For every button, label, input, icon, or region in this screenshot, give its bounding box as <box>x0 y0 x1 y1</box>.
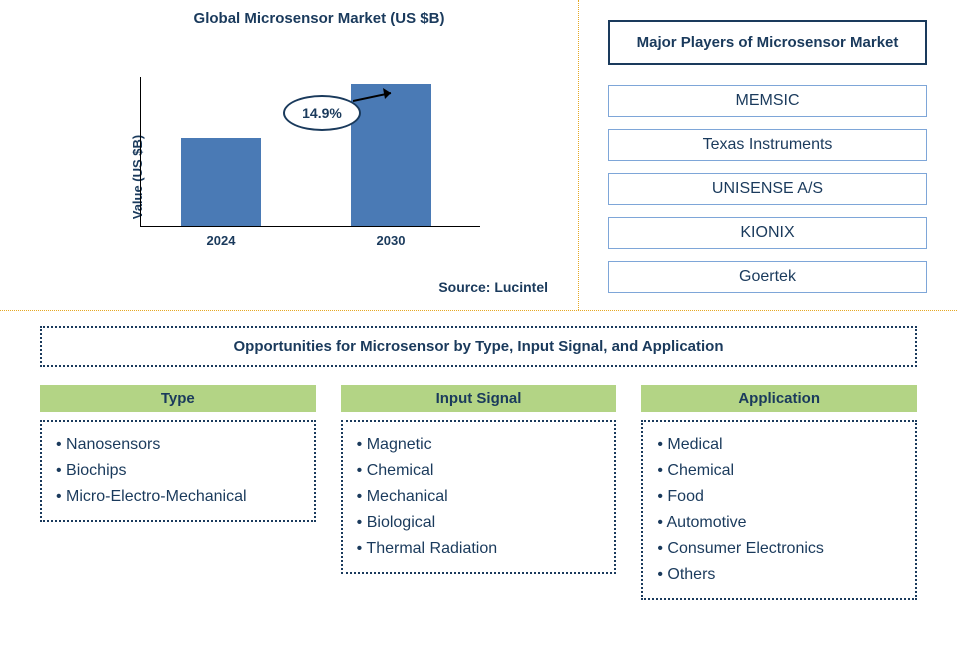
chart-area: Value (US $B) 2024 2030 14.9% <box>140 77 480 277</box>
col-type: Type • Nanosensors• Biochips• Micro-Elec… <box>40 385 316 600</box>
growth-annotation: 14.9% <box>283 95 361 131</box>
player-ti: Texas Instruments <box>608 129 927 161</box>
col-body-type: • Nanosensors• Biochips• Micro-Electro-M… <box>40 420 316 522</box>
players-panel: Major Players of Microsensor Market MEMS… <box>578 0 957 310</box>
col-header-application: Application <box>641 385 917 412</box>
players-title: Major Players of Microsensor Market <box>608 20 927 65</box>
opportunities-columns: Type • Nanosensors• Biochips• Micro-Elec… <box>40 385 917 600</box>
growth-arrow-icon <box>353 87 403 107</box>
x-tick-2024: 2024 <box>181 233 261 248</box>
bar-plot: 2024 2030 14.9% <box>140 77 480 227</box>
col-application: Application • Medical• Chemical• Food• A… <box>641 385 917 600</box>
list-item: • Chemical <box>357 458 601 484</box>
col-header-type: Type <box>40 385 316 412</box>
list-item: • Mechanical <box>357 484 601 510</box>
col-header-input-signal: Input Signal <box>341 385 617 412</box>
list-item: • Automotive <box>657 510 901 536</box>
vertical-divider <box>578 0 579 310</box>
source-label: Source: Lucintel <box>438 279 548 295</box>
list-item: • Chemical <box>657 458 901 484</box>
player-unisense: UNISENSE A/S <box>608 173 927 205</box>
col-input-signal: Input Signal • Magnetic• Chemical• Mecha… <box>341 385 617 600</box>
list-item: • Micro-Electro-Mechanical <box>56 484 300 510</box>
player-kionix: KIONIX <box>608 217 927 249</box>
list-item: • Food <box>657 484 901 510</box>
x-tick-2030: 2030 <box>351 233 431 248</box>
player-goertek: Goertek <box>608 261 927 293</box>
list-item: • Biochips <box>56 458 300 484</box>
list-item: • Consumer Electronics <box>657 536 901 562</box>
list-item: • Nanosensors <box>56 432 300 458</box>
top-section: Global Microsensor Market (US $B) Value … <box>0 0 957 310</box>
bottom-section: Opportunities for Microsensor by Type, I… <box>0 311 957 615</box>
bar-2024 <box>181 138 261 226</box>
list-item: • Magnetic <box>357 432 601 458</box>
list-item: • Medical <box>657 432 901 458</box>
opportunities-title: Opportunities for Microsensor by Type, I… <box>40 326 917 367</box>
list-item: • Biological <box>357 510 601 536</box>
growth-label: 14.9% <box>302 105 342 121</box>
player-memsic: MEMSIC <box>608 85 927 117</box>
chart-panel: Global Microsensor Market (US $B) Value … <box>0 0 578 310</box>
list-item: • Thermal Radiation <box>357 536 601 562</box>
col-body-application: • Medical• Chemical• Food• Automotive• C… <box>641 420 917 600</box>
list-item: • Others <box>657 562 901 588</box>
chart-title: Global Microsensor Market (US $B) <box>80 10 558 27</box>
col-body-input-signal: • Magnetic• Chemical• Mechanical• Biolog… <box>341 420 617 574</box>
growth-ellipse: 14.9% <box>283 95 361 131</box>
